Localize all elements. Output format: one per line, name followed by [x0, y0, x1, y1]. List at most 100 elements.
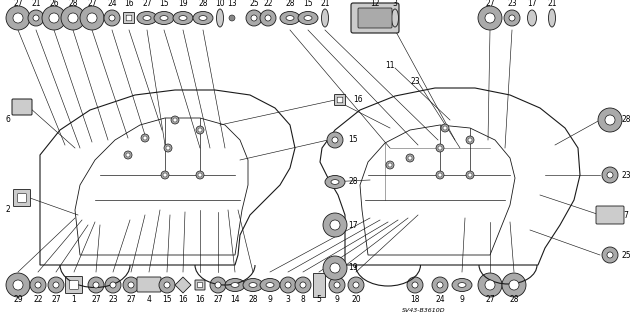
Circle shape [504, 10, 520, 26]
Text: 8: 8 [301, 294, 305, 303]
Text: 27: 27 [91, 294, 101, 303]
Ellipse shape [173, 11, 193, 25]
Circle shape [436, 171, 444, 179]
Text: 11: 11 [385, 61, 395, 70]
Circle shape [164, 282, 170, 288]
Circle shape [198, 173, 202, 177]
Text: 19: 19 [178, 0, 188, 9]
Text: 27: 27 [485, 294, 495, 303]
Ellipse shape [452, 278, 472, 292]
Text: 27: 27 [13, 0, 23, 9]
Circle shape [353, 282, 359, 288]
Text: 21: 21 [320, 0, 330, 9]
Circle shape [327, 132, 343, 148]
FancyBboxPatch shape [65, 277, 83, 293]
Circle shape [123, 277, 139, 293]
Circle shape [466, 136, 474, 144]
Text: 27: 27 [87, 0, 97, 9]
Circle shape [432, 277, 448, 293]
FancyBboxPatch shape [195, 280, 205, 290]
Circle shape [330, 220, 340, 230]
Text: 4: 4 [147, 294, 152, 303]
Text: 27: 27 [142, 0, 152, 9]
Text: 13: 13 [227, 0, 237, 9]
Circle shape [124, 151, 132, 159]
Text: 17: 17 [527, 0, 537, 9]
Circle shape [93, 282, 99, 288]
Ellipse shape [527, 10, 536, 26]
FancyBboxPatch shape [13, 189, 31, 206]
Circle shape [466, 171, 474, 179]
FancyBboxPatch shape [337, 97, 343, 103]
Text: 23: 23 [410, 78, 420, 86]
FancyBboxPatch shape [335, 94, 346, 106]
Text: 15: 15 [303, 0, 313, 9]
Text: 12: 12 [371, 0, 380, 9]
Circle shape [68, 13, 78, 23]
Circle shape [412, 282, 418, 288]
Text: 15: 15 [159, 0, 169, 9]
Circle shape [332, 137, 338, 143]
Circle shape [6, 273, 30, 297]
Bar [313, 273, 325, 297]
Text: 27: 27 [51, 294, 61, 303]
Text: 21: 21 [547, 0, 557, 9]
Circle shape [198, 128, 202, 132]
Circle shape [13, 13, 23, 23]
Ellipse shape [193, 11, 213, 25]
Text: SV43-B3610D: SV43-B3610D [402, 308, 445, 313]
Circle shape [13, 280, 23, 290]
Text: 9: 9 [268, 294, 273, 303]
Circle shape [323, 213, 347, 237]
Circle shape [80, 6, 104, 30]
Circle shape [28, 10, 44, 26]
Circle shape [161, 171, 169, 179]
Text: 28: 28 [248, 294, 258, 303]
Circle shape [105, 277, 121, 293]
Text: 6: 6 [6, 115, 10, 124]
Text: 16: 16 [195, 294, 205, 303]
Circle shape [602, 247, 618, 263]
Circle shape [468, 138, 472, 142]
Circle shape [438, 173, 442, 177]
Circle shape [386, 161, 394, 169]
Circle shape [196, 126, 204, 134]
Text: 3: 3 [285, 294, 291, 303]
Ellipse shape [199, 16, 207, 20]
Circle shape [61, 6, 85, 30]
Circle shape [49, 13, 59, 23]
Circle shape [607, 252, 613, 258]
Text: 24: 24 [107, 0, 117, 9]
Circle shape [196, 171, 204, 179]
Text: 28: 28 [198, 0, 208, 9]
Circle shape [126, 153, 130, 157]
Text: 28: 28 [285, 0, 295, 9]
Ellipse shape [331, 180, 339, 184]
Text: 16: 16 [124, 0, 134, 9]
Text: 26: 26 [49, 0, 59, 9]
Text: 28: 28 [348, 177, 358, 187]
Circle shape [437, 282, 443, 288]
Circle shape [478, 6, 502, 30]
Text: 21: 21 [31, 0, 41, 9]
Circle shape [246, 10, 262, 26]
Text: 14: 14 [230, 294, 240, 303]
Text: 18: 18 [410, 294, 420, 303]
Ellipse shape [304, 16, 312, 20]
Text: 5: 5 [317, 294, 321, 303]
Polygon shape [175, 277, 191, 293]
Circle shape [260, 10, 276, 26]
Circle shape [509, 15, 515, 21]
Ellipse shape [458, 283, 466, 287]
FancyBboxPatch shape [596, 206, 624, 224]
Ellipse shape [249, 283, 257, 287]
Circle shape [407, 277, 423, 293]
Circle shape [280, 277, 296, 293]
Circle shape [163, 173, 167, 177]
Circle shape [607, 172, 613, 178]
Circle shape [141, 134, 149, 142]
Circle shape [348, 277, 364, 293]
Text: 29: 29 [13, 294, 23, 303]
Circle shape [251, 15, 257, 21]
Ellipse shape [298, 11, 318, 25]
